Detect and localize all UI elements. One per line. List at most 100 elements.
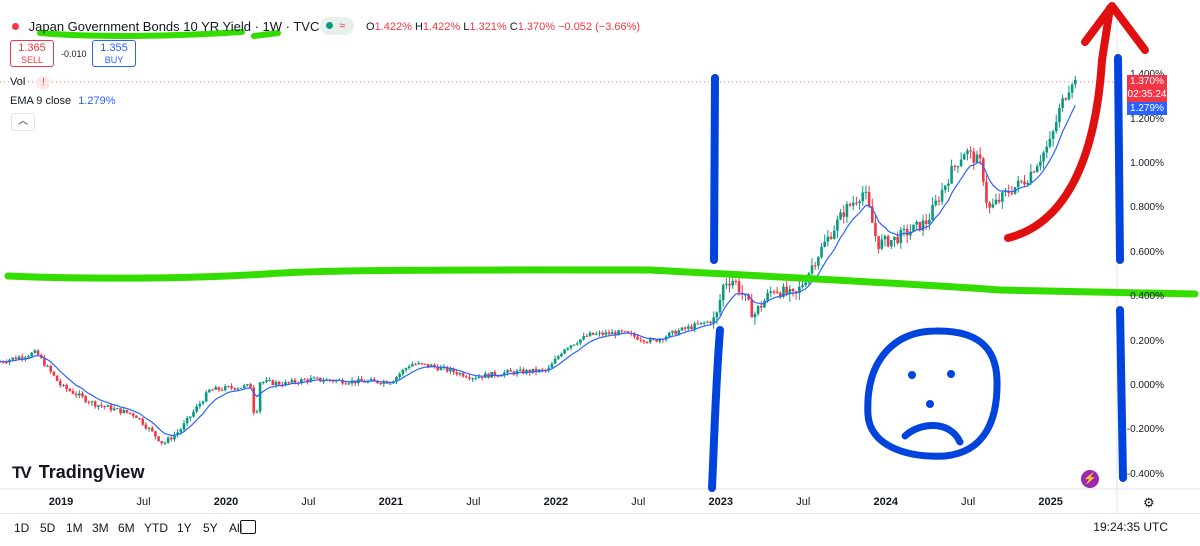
candle-body xyxy=(49,365,53,372)
chevron-up-icon: ︿ xyxy=(18,116,28,127)
candle-body xyxy=(1061,98,1064,108)
x-tick-label: 2019 xyxy=(48,496,74,508)
candle-body xyxy=(255,411,259,413)
candle-body xyxy=(52,371,56,376)
candle-body xyxy=(550,363,554,368)
timeframe-button[interactable]: 6M xyxy=(118,521,135,535)
candle-body xyxy=(512,371,516,375)
candle-body xyxy=(293,379,297,383)
candle-body xyxy=(109,405,113,411)
candle-body xyxy=(731,280,735,286)
candle-body xyxy=(1051,131,1055,139)
symbol-header[interactable]: Japan Government Bonds 10 YR Yield · 1W … xyxy=(12,19,319,34)
candle-body xyxy=(604,332,608,335)
candle-body xyxy=(189,416,192,418)
candle-body xyxy=(141,418,145,425)
symbol-title[interactable]: Japan Government Bonds 10 YR Yield · 1W … xyxy=(28,19,320,34)
candle-body xyxy=(388,383,392,385)
candle-body xyxy=(810,265,814,274)
candle-body xyxy=(423,363,427,365)
ema-legend[interactable]: EMA 9 close 1.279% xyxy=(10,95,116,107)
candle-body xyxy=(220,389,224,391)
candle-body xyxy=(610,332,614,335)
candle-body xyxy=(693,323,696,329)
timeframe-button[interactable]: 1D xyxy=(14,521,30,535)
candle-body xyxy=(496,375,500,377)
utc-clock[interactable]: 19:24:35 UTC xyxy=(1093,520,1168,534)
calendar-range-icon[interactable] xyxy=(240,520,256,534)
timeframe-button[interactable]: All xyxy=(229,521,243,535)
sell-button[interactable]: 1.365 SELL xyxy=(10,40,54,67)
x-tick-label: 2025 xyxy=(1038,496,1063,508)
timeframe-button[interactable]: 1M xyxy=(66,521,83,535)
sad-face-eye xyxy=(947,370,955,378)
candle-body xyxy=(503,372,506,376)
candle-body xyxy=(750,299,754,318)
volume-legend[interactable]: Vol ! xyxy=(10,76,51,90)
candle-body xyxy=(702,322,706,324)
gear-icon[interactable]: ⚙ xyxy=(1143,495,1155,510)
candle-body xyxy=(671,330,674,333)
candle-body xyxy=(43,357,46,366)
ema-price-tag: 1.279% xyxy=(1127,102,1167,115)
collapse-legend-button[interactable]: ︿ xyxy=(11,113,35,131)
y-tick-label: 0.800% xyxy=(1130,202,1164,214)
candle-body xyxy=(398,373,401,378)
candle-body xyxy=(947,183,950,186)
candle-body xyxy=(817,257,820,266)
candle-body xyxy=(185,417,189,424)
candle-body xyxy=(100,405,103,407)
candle-body xyxy=(560,353,563,357)
candle-body xyxy=(1032,171,1036,173)
candle-body xyxy=(778,292,782,297)
candle-body xyxy=(372,379,376,381)
candle-body xyxy=(261,381,265,383)
candle-body xyxy=(284,381,287,386)
candle-body xyxy=(192,411,195,417)
candle-body xyxy=(880,239,884,249)
candle-body xyxy=(769,291,773,294)
candle-body xyxy=(937,200,941,202)
candle-body xyxy=(5,362,8,364)
x-tick-label: Jul xyxy=(631,496,646,508)
y-tick-label: -0.400% xyxy=(1126,468,1164,480)
tradingview-logo[interactable]: TV TradingView xyxy=(12,462,145,482)
timeframe-button[interactable]: 3M xyxy=(92,521,109,535)
candle-body xyxy=(636,336,639,340)
lightning-icon[interactable]: ⚡ xyxy=(1081,470,1099,488)
x-tick-label: Jul xyxy=(796,496,811,508)
x-tick-label: Jul xyxy=(961,496,976,508)
timeframe-button[interactable]: 5D xyxy=(40,521,56,535)
candle-body xyxy=(1035,166,1039,173)
candle-body xyxy=(131,413,135,416)
candle-body xyxy=(715,312,719,318)
candle-body xyxy=(607,332,611,335)
candle-body xyxy=(905,229,909,236)
timeframe-button[interactable]: YTD xyxy=(144,521,168,535)
candle-body xyxy=(236,388,240,390)
market-status-icon[interactable]: ≈ xyxy=(320,17,354,35)
candle-body xyxy=(623,331,627,333)
candle-body xyxy=(725,283,728,285)
buy-button[interactable]: 1.355 BUY xyxy=(92,40,136,67)
candle-body xyxy=(1073,79,1077,85)
candle-body xyxy=(591,332,595,335)
candle-body xyxy=(407,366,411,369)
timeframe-button[interactable]: 5Y xyxy=(203,521,218,535)
candle-body xyxy=(988,202,991,208)
candle-body xyxy=(588,332,592,337)
candle-body xyxy=(195,406,198,412)
timeframe-button[interactable]: 1Y xyxy=(177,521,192,535)
candle-body xyxy=(756,305,760,314)
candle-body xyxy=(842,212,846,217)
candle-body xyxy=(341,379,344,384)
warning-icon[interactable]: ! xyxy=(36,76,51,90)
candle-body xyxy=(411,364,414,367)
candle-body xyxy=(867,191,871,207)
candle-body xyxy=(655,339,658,342)
x-tick-label: 2024 xyxy=(873,496,898,508)
candle-body xyxy=(230,386,233,389)
candle-body xyxy=(595,333,598,335)
candle-body xyxy=(71,390,75,394)
